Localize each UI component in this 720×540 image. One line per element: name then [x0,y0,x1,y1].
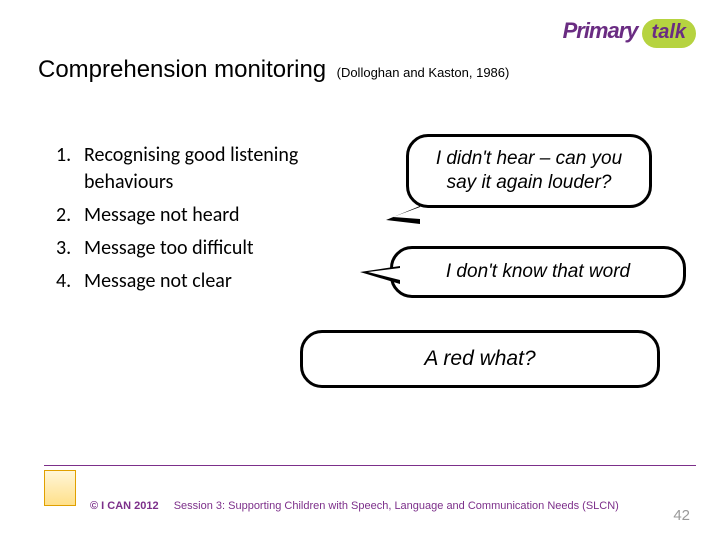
list-text: Message too difficult [84,235,356,262]
bubble-text: I don't know that word [446,261,630,282]
slide-footer: © I CAN 2012 Session 3: Supporting Child… [44,465,696,512]
list-number: 1. [56,142,84,169]
logo-talk-badge: talk [642,19,696,48]
footer-copyright: © I CAN 2012 [90,500,159,512]
logo-primary-text: Primary [563,18,638,44]
page-number: 42 [673,507,690,524]
bubble-tail-icon [393,207,420,219]
title-main: Comprehension monitoring [38,56,326,83]
speech-bubble-1: I didn't hear – can you say it again lou… [406,134,652,208]
speech-bubble-3: A red what? [300,330,660,388]
title-citation: (Dolloghan and Kaston, 1986) [337,65,510,80]
bubble-text: A red what? [424,347,535,370]
bubble-text: I didn't hear – can you say it again lou… [436,148,622,193]
list-item: 2. Message not heard [56,202,356,229]
list-item: 3. Message too difficult [56,235,356,262]
list-text: Message not heard [84,202,356,229]
ican-logo-icon [44,470,76,506]
list-text: Message not clear [84,268,356,295]
list-item: 4. Message not clear [56,268,356,295]
slide-title: Comprehension monitoring (Dolloghan and … [38,56,509,84]
bubble-tail-icon [368,268,400,280]
numbered-list: 1. Recognising good listening behaviours… [56,142,356,301]
speech-bubble-2: I don't know that word [390,246,686,298]
brand-logo: Primary talk [563,18,696,48]
footer-text: © I CAN 2012 Session 3: Supporting Child… [90,500,619,512]
list-number: 2. [56,202,84,229]
list-item: 1. Recognising good listening behaviours [56,142,356,196]
list-text: Recognising good listening behaviours [84,142,356,196]
footer-session: Session 3: Supporting Children with Spee… [174,500,619,512]
list-number: 4. [56,268,84,295]
list-number: 3. [56,235,84,262]
